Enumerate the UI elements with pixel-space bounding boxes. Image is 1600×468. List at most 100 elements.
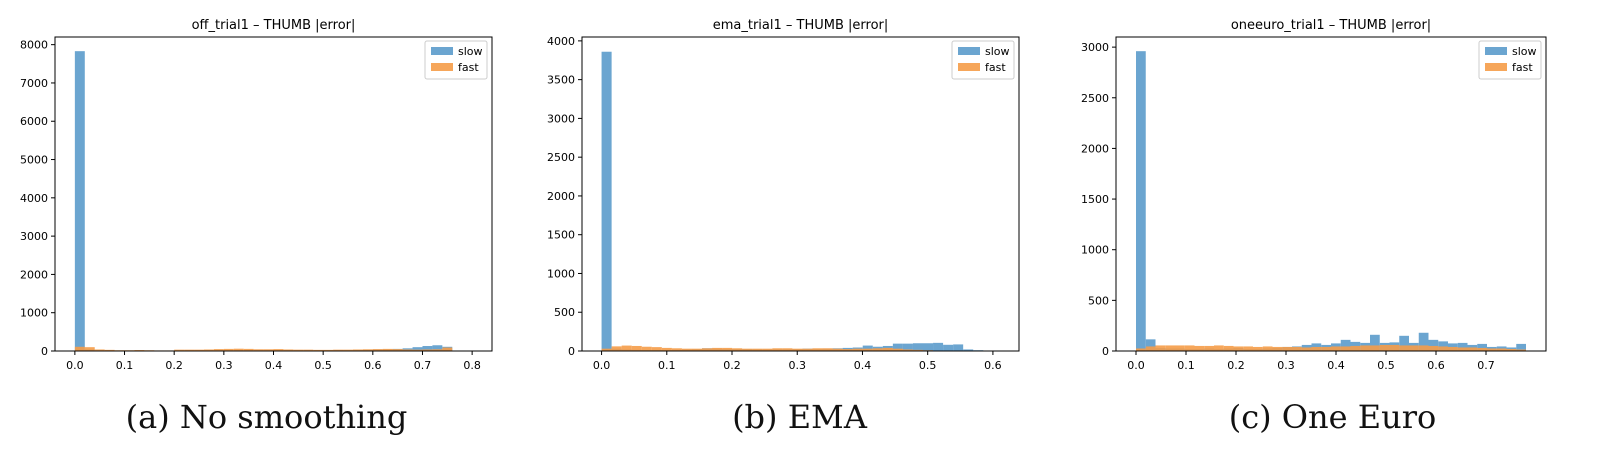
legend-swatch-fast (958, 63, 980, 71)
bar-slow (601, 51, 612, 351)
bar-fast (1409, 345, 1419, 351)
bar-slow (963, 349, 974, 351)
histogram-chart-b: ema_trial1 – THUMB |error| 0.0 0.1 0.2 0.3 0.… (547, 18, 1020, 372)
bar-fast (1506, 348, 1517, 351)
legend-swatch-fast (1485, 63, 1507, 71)
bar-fast (352, 349, 363, 351)
legend-swatch-slow (958, 47, 980, 55)
bar-fast (1311, 346, 1322, 351)
bar-slow (912, 343, 923, 351)
bar-fast (1136, 348, 1146, 351)
bar-fast (1399, 345, 1409, 351)
y-tick-label: 3000 (1081, 41, 1109, 54)
bar-slow (1136, 51, 1146, 352)
bar-slow (1477, 343, 1487, 351)
y-tick-label: 500 (1088, 294, 1109, 307)
y-tick-label: 4000 (547, 35, 575, 48)
bar-slow (1438, 341, 1448, 351)
bar-fast (1389, 344, 1400, 351)
bar-fast (681, 348, 692, 351)
bars (601, 51, 1004, 352)
x-tick-label: 0.1 (116, 359, 134, 372)
bar-fast (862, 348, 873, 351)
caption-c: (c) One Euro (1228, 398, 1437, 436)
bar-fast (661, 347, 672, 351)
x-tick-label: 0.0 (66, 359, 84, 372)
bar-fast (432, 349, 443, 351)
bar-slow (1428, 339, 1439, 351)
y-tick-label: 8000 (20, 39, 48, 52)
bar-fast (1331, 346, 1341, 351)
bar-fast (1487, 348, 1497, 351)
bar-fast (1253, 346, 1263, 351)
bar-fast (1165, 345, 1175, 351)
y-tick-label: 3000 (20, 230, 48, 243)
y-tick-label: 1500 (547, 229, 575, 242)
bar-slow (1516, 343, 1526, 351)
y-tick-label: 500 (554, 306, 575, 319)
x-tick-label: 0.6 (984, 359, 1002, 372)
bars (1136, 51, 1526, 352)
y-tick-label: 1000 (1081, 244, 1109, 257)
legend: slow fast (951, 40, 1015, 80)
bar-fast (372, 349, 383, 351)
y-tick-label: 1500 (1081, 193, 1109, 206)
bar-fast (872, 348, 883, 351)
bar-fast (802, 348, 813, 351)
bar-fast (1282, 346, 1292, 351)
bar-fast (1272, 346, 1283, 351)
bar-fast (392, 349, 403, 351)
bar-fast (184, 349, 195, 351)
bar-fast (1496, 348, 1507, 351)
plot-frame (1115, 36, 1547, 352)
caption-a: (a) No smoothing (125, 398, 408, 436)
bar-slow (1399, 335, 1409, 351)
bar-fast (1428, 345, 1439, 351)
bar-slow (1145, 339, 1156, 351)
bar-fast (323, 349, 334, 351)
bar-fast (1370, 345, 1380, 351)
bar-slow (74, 51, 85, 351)
y-tick-label: 2000 (20, 268, 48, 281)
bar-slow (892, 343, 903, 351)
bar-fast (782, 348, 793, 351)
bar-slow (1418, 332, 1429, 351)
bar-fast (702, 348, 713, 351)
bar-fast (852, 348, 863, 351)
bar-fast (273, 349, 284, 351)
bar-fast (742, 348, 753, 351)
bar-fast (882, 347, 893, 351)
bar-slow (432, 345, 443, 351)
x-tick-label: 0.4 (1327, 359, 1345, 372)
plot-frame (581, 36, 1020, 352)
y-tick-label: 5000 (20, 154, 48, 167)
y-tick-label: 2500 (547, 151, 575, 164)
bar-fast (343, 349, 353, 351)
bar-fast (104, 349, 115, 351)
bar-fast (651, 347, 662, 351)
legend-label-fast: fast (1512, 61, 1533, 74)
y-tick-label: 1000 (20, 307, 48, 320)
panel-a: off_trial1 – THUMB |error| 0.0 0.1 0.2 0.3 0.… (0, 0, 533, 468)
bar-fast (412, 349, 423, 351)
bar-fast (1243, 346, 1253, 351)
bar-slow (1457, 342, 1468, 351)
bar-fast (84, 347, 95, 351)
bar-fast (1204, 345, 1214, 351)
x-tick-label: 0.1 (1177, 359, 1195, 372)
legend-swatch-slow (431, 47, 453, 55)
bar-fast (752, 348, 763, 351)
chart-title: ema_trial1 – THUMB |error| (713, 18, 889, 33)
legend-swatch-slow (1485, 47, 1507, 55)
y-tick-label: 2000 (1081, 142, 1109, 155)
bar-fast (631, 345, 642, 351)
bar-slow (1340, 339, 1351, 351)
y-tick-label: 4000 (20, 192, 48, 205)
bar-fast (243, 348, 254, 351)
bar-fast (1184, 345, 1195, 351)
x-tick-label: 0.4 (854, 359, 872, 372)
bar-fast (422, 349, 433, 351)
bar-fast (792, 348, 803, 351)
bar-fast (263, 349, 274, 351)
bar-fast (382, 348, 393, 351)
